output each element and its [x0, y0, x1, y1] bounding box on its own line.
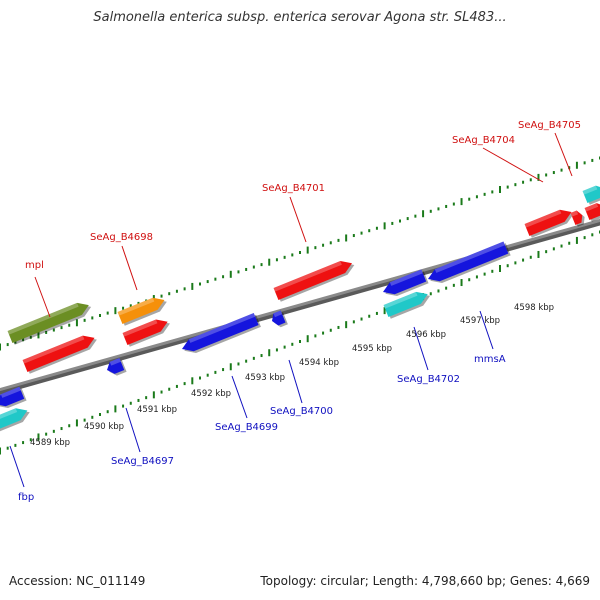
red-feature-edge[interactable] [584, 200, 600, 222]
red-feature-small-highlight [570, 210, 579, 217]
sead-b4698-feature-highlight [117, 297, 155, 316]
sead-b4699-feature-arrow [182, 313, 259, 352]
red-feature-edge-highlight [584, 203, 599, 212]
label-b4705[interactable]: SeAg_B4705 [518, 120, 581, 131]
scale-label-3: 4591 kbp [137, 405, 177, 415]
sead-b4702-feature[interactable] [383, 288, 433, 320]
red-feature-a-highlight [22, 335, 85, 364]
topology-summary: Topology: circular; Length: 4,798,660 bp… [260, 574, 590, 588]
fbp-feature-arrow [0, 386, 25, 407]
mpl-feature-highlight [7, 302, 79, 335]
cyan-feature-left-arrow [0, 408, 28, 431]
sead-b4697-feature-highlight [109, 357, 121, 366]
label-b4702[interactable]: SeAg_B4702 [397, 374, 460, 385]
sead-b4701-feature[interactable] [273, 257, 357, 303]
forward-strand-ticks [0, 156, 600, 351]
mmsa-feature[interactable] [426, 241, 511, 287]
sead-b4699-feature[interactable] [180, 312, 261, 357]
gene-labels: mplSeAg_B4698SeAg_B4701SeAg_B4704SeAg_B4… [18, 120, 581, 503]
label-mmsa-leader [479, 310, 494, 350]
sead-b4701-feature-arrow [273, 261, 353, 301]
cyan-feature-edge-highlight [582, 185, 598, 195]
reverse-strand-ticks [0, 230, 600, 455]
scale-label-8: 4596 kbp [406, 330, 446, 340]
sead-b4700-feature[interactable] [270, 310, 288, 329]
label-b4704-leader [482, 147, 544, 183]
red-feature-a-arrow [22, 335, 95, 373]
red-feature-b-highlight [122, 319, 158, 337]
blue-feature-b4702-arrow [383, 269, 427, 295]
sead-b4701-feature-highlight [273, 261, 342, 292]
label-b4704[interactable]: SeAg_B4704 [452, 135, 515, 146]
mmsa-feature-arrow [428, 241, 509, 282]
scale-label-1: 4589 kbp [30, 438, 70, 448]
sead-b4698-feature[interactable] [117, 293, 170, 326]
red-feature-b-arrow [122, 319, 168, 346]
label-fbp[interactable]: fbp [18, 492, 34, 503]
label-b4701-leader [289, 196, 307, 243]
red-feature-small-arrow [570, 210, 583, 226]
cyan-feature-left[interactable] [0, 404, 32, 432]
cyan-feature-edge[interactable] [582, 182, 600, 205]
blue-feature-b4702-highlight [389, 269, 423, 286]
sead-b4697-feature[interactable] [105, 357, 127, 378]
scale-label-7: 4595 kbp [352, 344, 392, 354]
organism-title: Salmonella enterica subsp. enterica sero… [93, 10, 507, 25]
label-b4697-leader [125, 407, 141, 453]
label-mpl-leader [34, 276, 51, 318]
scale-label-6: 4594 kbp [299, 358, 339, 368]
label-b4700[interactable]: SeAg_B4700 [270, 406, 333, 417]
scale-label-4: 4592 kbp [191, 389, 231, 399]
scale-label-2: 4590 kbp [84, 422, 124, 432]
sead-b4700-feature-highlight [273, 310, 283, 318]
fbp-feature-highlight [0, 386, 21, 398]
sead-b4697-feature-arrow [107, 357, 125, 374]
sead-b4699-feature-highlight [188, 313, 256, 343]
mpl-feature[interactable] [7, 299, 94, 346]
mmsa-feature-highlight [434, 241, 505, 273]
scale-labels: 4589 kbp 4590 kbp 4591 kbp 4592 kbp 4593 kbp… [30, 303, 554, 448]
sead-b4704-feature[interactable] [524, 205, 577, 238]
label-b4701[interactable]: SeAg_B4701 [262, 183, 325, 194]
label-b4697[interactable]: SeAg_B4697 [111, 456, 174, 467]
blue-feature-b4702[interactable] [381, 269, 429, 300]
red-feature-b[interactable] [122, 315, 173, 347]
label-b4705-leader [554, 132, 573, 177]
red-feature-edge-arrow [584, 203, 600, 221]
scale-label-9: 4597 kbp [460, 316, 500, 326]
label-b4698[interactable]: SeAg_B4698 [90, 232, 153, 243]
mpl-feature-arrow [7, 302, 89, 344]
leader-lines [9, 132, 573, 488]
sead-b4704-feature-arrow [524, 209, 572, 237]
label-b4702-leader [413, 326, 429, 371]
cyan-feature-left-highlight [0, 408, 18, 422]
label-b4699-leader [231, 375, 248, 419]
accession-label: Accession: NC_011149 [9, 574, 146, 588]
sead-b4704-feature-highlight [524, 209, 562, 228]
fbp-feature[interactable] [0, 386, 27, 412]
label-mpl[interactable]: mpl [25, 260, 44, 271]
label-fbp-leader [9, 445, 25, 488]
features-group [0, 182, 600, 432]
scale-label-10: 4598 kbp [514, 303, 554, 313]
sead-b4702-feature-arrow [383, 291, 428, 318]
label-b4700-leader [288, 359, 303, 404]
label-b4699[interactable]: SeAg_B4699 [215, 422, 278, 433]
label-mmsa[interactable]: mmsA [474, 354, 506, 365]
sead-b4700-feature-arrow [272, 310, 286, 326]
sead-b4702-feature-highlight [383, 291, 418, 309]
red-feature-small[interactable] [570, 209, 587, 228]
red-feature-a[interactable] [22, 331, 100, 374]
sead-b4698-feature-arrow [117, 297, 165, 325]
scale-label-5: 4593 kbp [245, 373, 285, 383]
label-b4698-leader [121, 245, 138, 291]
